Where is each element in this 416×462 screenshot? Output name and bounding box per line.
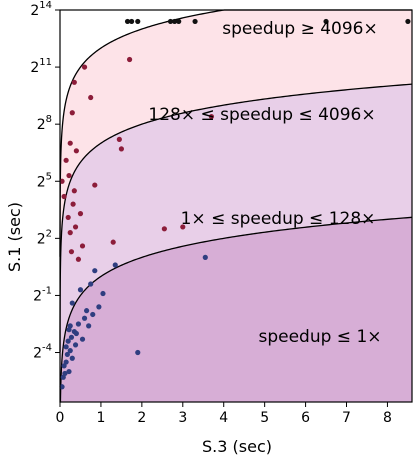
data-point (88, 281, 94, 287)
data-point (116, 136, 122, 142)
data-point (202, 254, 208, 260)
region-label: 128× ≤ speedup ≤ 4096× (148, 105, 375, 125)
data-point (67, 323, 73, 329)
x-tick-label: 8 (383, 410, 392, 426)
data-point (63, 157, 69, 163)
data-point (65, 214, 71, 221)
data-point (323, 18, 329, 25)
data-point (112, 262, 118, 268)
region-labels: speedup ≤ 1× 1× ≤ speedup ≤ 128× 128× ≤ sp… (148, 19, 381, 347)
data-point (172, 18, 178, 25)
data-points (59, 18, 411, 390)
data-point (64, 351, 70, 358)
data-point (81, 64, 88, 70)
data-point (68, 334, 75, 340)
x-tick-label: 5 (260, 410, 269, 426)
y-axis: 2-4 2-1 22 25 28 211 214 (30, 0, 60, 362)
region-fill-low (60, 217, 412, 402)
data-point (92, 182, 98, 188)
y-tick-label: 2-1 (33, 285, 52, 304)
data-point (126, 56, 133, 63)
data-point (161, 226, 167, 232)
y-tick-label: 2-4 (33, 343, 52, 362)
data-point (77, 211, 84, 217)
x-axis-label: S.3 (sec) (202, 437, 272, 456)
x-tick-label: 7 (342, 410, 351, 426)
x-tick-label: 3 (178, 410, 187, 426)
x-tick-label: 0 (56, 410, 65, 426)
x-tick-label: 4 (219, 410, 228, 426)
data-point (61, 363, 67, 369)
data-point (176, 18, 182, 25)
data-point (79, 243, 86, 249)
data-point (69, 300, 75, 306)
data-point (66, 172, 72, 179)
data-point (75, 321, 82, 327)
x-tick-label: 6 (301, 410, 310, 426)
boundary-curve-1x (59, 216, 413, 403)
data-point (65, 338, 71, 344)
data-point (70, 201, 76, 207)
y-tick-label: 22 (37, 228, 52, 247)
data-point (67, 140, 73, 146)
data-point (92, 268, 98, 274)
data-point (135, 349, 141, 356)
data-point (90, 311, 96, 318)
data-point (73, 148, 79, 154)
data-point (88, 94, 94, 101)
data-point (63, 359, 69, 365)
data-point (72, 224, 79, 230)
x-tick-label: 2 (137, 410, 146, 426)
data-point (66, 368, 72, 375)
y-tick-label: 211 (30, 57, 52, 76)
region-label: 1× ≤ speedup ≤ 128× (181, 209, 376, 229)
x-axis: 0 1 2 3 4 5 6 7 8 (56, 402, 392, 426)
region-label: speedup ≥ 4096× (222, 19, 377, 39)
data-point (62, 370, 68, 377)
data-point (77, 287, 84, 293)
data-point (118, 146, 124, 152)
data-point (180, 224, 186, 230)
x-tick-label: 1 (96, 410, 105, 426)
region-label: speedup ≤ 1× (258, 327, 381, 347)
data-point (59, 178, 65, 184)
data-point (68, 249, 75, 255)
y-axis-label: S.1 (sec) (5, 202, 24, 272)
data-point (79, 336, 86, 342)
region-fills (60, 10, 412, 402)
data-point (124, 18, 131, 25)
data-point (110, 239, 116, 245)
data-point (73, 330, 79, 337)
data-point (405, 18, 411, 25)
data-point (208, 113, 215, 120)
data-point (63, 344, 69, 350)
y-tick-label: 214 (30, 0, 52, 19)
y-tick-label: 28 (37, 114, 52, 133)
data-point (192, 18, 198, 25)
y-tick-label: 25 (37, 171, 52, 190)
data-point (100, 290, 106, 297)
data-point (129, 18, 135, 25)
data-point (67, 230, 73, 236)
data-point (81, 315, 88, 321)
data-point (135, 18, 141, 25)
data-point (59, 384, 65, 390)
data-point (96, 304, 102, 310)
data-point (71, 79, 77, 85)
data-point (86, 323, 92, 329)
data-point (167, 18, 174, 25)
plot-frame (59, 9, 413, 403)
data-point (84, 308, 90, 314)
boundary-curve-128x (59, 83, 413, 352)
data-point (71, 188, 77, 194)
data-point (72, 342, 79, 348)
data-point (69, 355, 75, 361)
data-point (75, 256, 82, 262)
data-point (67, 348, 73, 354)
data-point (69, 110, 75, 116)
data-point (61, 193, 67, 200)
